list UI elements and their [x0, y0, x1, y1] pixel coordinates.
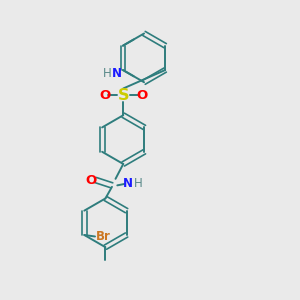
Text: N: N — [111, 67, 122, 80]
Text: N: N — [123, 177, 133, 190]
Text: H: H — [103, 67, 111, 80]
Text: H: H — [134, 177, 142, 190]
Text: O: O — [99, 88, 110, 101]
Text: Br: Br — [96, 230, 110, 243]
Text: O: O — [136, 88, 147, 101]
Text: S: S — [118, 88, 129, 103]
Text: O: O — [85, 173, 97, 187]
